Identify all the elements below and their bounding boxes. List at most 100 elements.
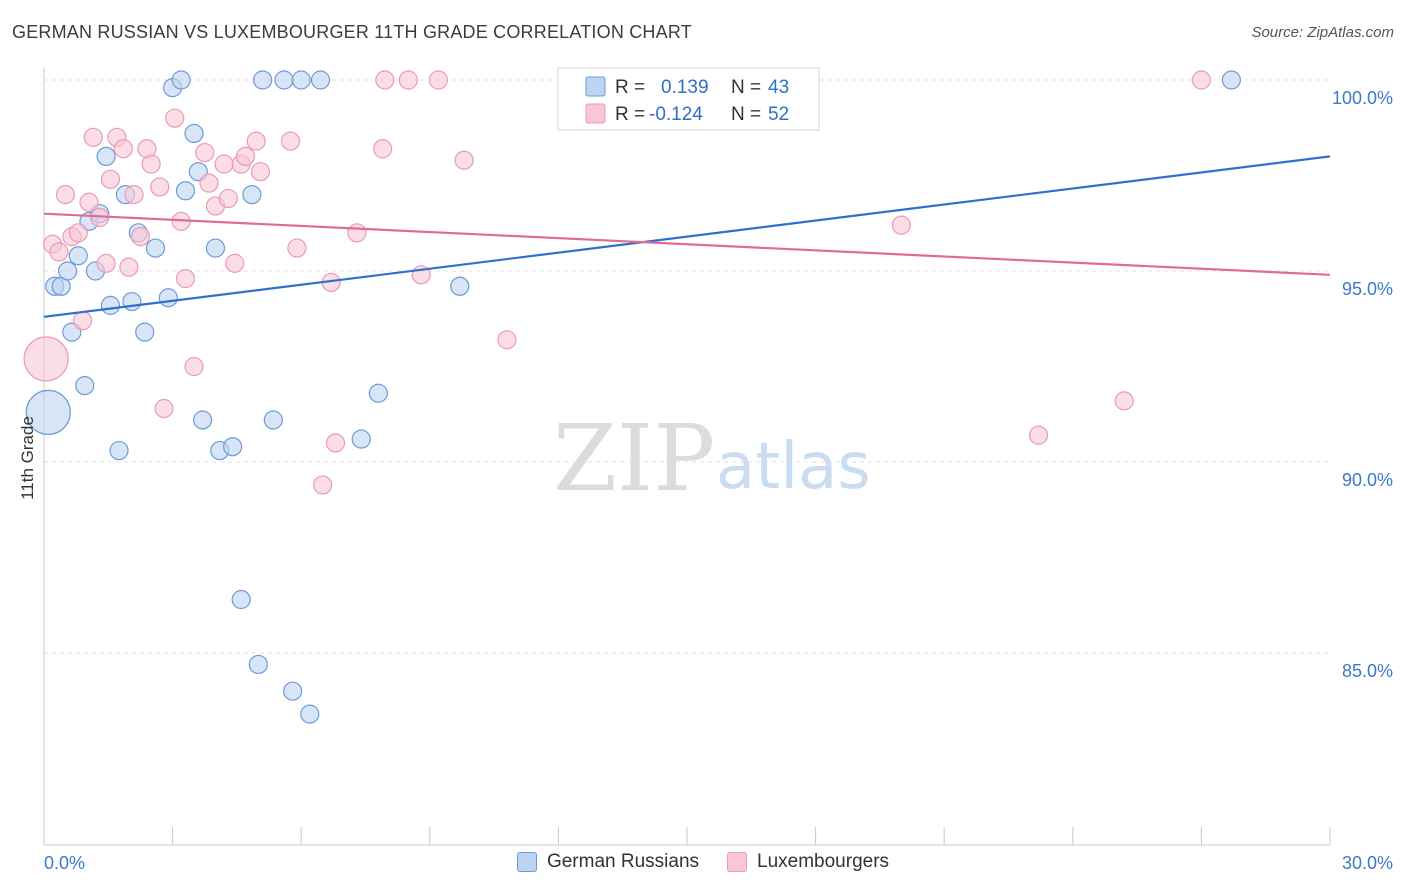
german-russians-point-42 — [1221, 70, 1242, 90]
y-axis-label: 11th Grade — [18, 416, 37, 500]
bottom-legend-label-luxembourgers: Luxembourgers — [757, 851, 890, 872]
watermark-zip: ZIP — [553, 405, 715, 512]
german-russians-point-16 — [135, 322, 155, 342]
luxembourgers-point-29 — [218, 188, 238, 209]
german-russians-point-40 — [450, 276, 470, 296]
german-russians-point-11 — [100, 295, 121, 315]
luxembourgers-point-43 — [398, 70, 418, 90]
x-tick-label-0: 0.0% — [44, 853, 85, 873]
luxembourgers-point-24 — [184, 356, 204, 377]
watermark: ZIP atlas — [553, 405, 871, 512]
german-russians-point-17 — [145, 238, 166, 258]
y-tick-label-1: 95.0% — [1342, 279, 1393, 299]
x-tick-label-1: 30.0% — [1342, 853, 1393, 873]
legend-swatch-german-russians — [585, 76, 606, 97]
luxembourgers-point-37 — [313, 475, 333, 495]
luxembourgers-point-34 — [250, 162, 271, 182]
german-russians-point-18 — [158, 288, 178, 308]
watermark-atlas: atlas — [716, 430, 871, 504]
german-russians-point-36 — [300, 704, 320, 724]
luxembourgers-point-36 — [287, 238, 307, 258]
legend-swatch-luxembourgers — [585, 103, 606, 124]
german-russians-point-34 — [283, 681, 303, 701]
luxembourgers-point-6 — [72, 311, 93, 331]
legend-n-label-1: N = — [731, 77, 761, 98]
luxembourgers-point-48 — [891, 215, 911, 235]
legend-r-value-german-russians: 0.139 — [661, 77, 709, 98]
german-russians-point-20 — [171, 70, 191, 90]
luxembourgers-point-25 — [195, 142, 215, 163]
luxembourgers-point-19 — [150, 177, 170, 197]
luxembourgers-point-28 — [214, 154, 234, 174]
legend-n-value-german-russians: 43 — [768, 77, 789, 98]
luxembourgers-point-13 — [113, 139, 133, 159]
german-russians-point-31 — [253, 70, 273, 90]
german-russians-point-32 — [263, 410, 283, 430]
luxembourgers-point-40 — [347, 223, 367, 243]
luxembourgers-point-39 — [325, 433, 346, 453]
german-russians-point-6 — [75, 376, 95, 396]
german-russians-point-30 — [248, 654, 268, 675]
german-russians-point-28 — [231, 589, 251, 610]
luxembourgers-point-49 — [1028, 425, 1049, 445]
luxembourgers-trend-line — [43, 212, 1331, 276]
luxembourgers-point-21 — [165, 108, 185, 128]
german-russians-point-0 — [25, 389, 71, 435]
bottom-legend-swatch-luxembourgers — [727, 852, 748, 872]
luxembourgers-point-45 — [428, 70, 448, 90]
luxembourgers-point-35 — [280, 131, 301, 151]
german-russians-point-21 — [175, 181, 196, 201]
source-label: Source: ZipAtlas.com — [1251, 24, 1394, 41]
data-points — [23, 70, 1242, 724]
german-russians-point-25 — [205, 238, 226, 258]
luxembourgers-point-47 — [497, 330, 517, 350]
german-russians-point-38 — [351, 429, 371, 449]
german-russians-point-29 — [242, 185, 262, 205]
luxembourgers-point-18 — [141, 154, 161, 174]
y-tick-labels: 100.0% 95.0% 90.0% 85.0% — [1332, 88, 1393, 681]
german-russians-point-3 — [57, 261, 78, 281]
legend-r-value-luxembourgers: -0.124 — [649, 104, 703, 125]
y-tick-label-0: 100.0% — [1332, 88, 1393, 108]
bottom-legend-swatch-german-russians — [516, 852, 537, 872]
german-russians-point-39 — [368, 383, 388, 403]
chart-title: GERMAN RUSSIAN VS LUXEMBOURGER 11TH GRAD… — [12, 22, 692, 42]
german-russians-point-12 — [109, 440, 129, 461]
legend-n-value-luxembourgers: 52 — [768, 104, 789, 125]
luxembourgers-point-7 — [79, 192, 99, 212]
legend-r-label-1: R = — [615, 77, 645, 98]
luxembourgers-point-51 — [1191, 70, 1212, 90]
legend-r-label-2: R = — [615, 104, 645, 125]
luxembourgers-point-46 — [454, 150, 474, 170]
y-tick-label-3: 85.0% — [1342, 661, 1393, 681]
luxembourgers-point-50 — [1114, 391, 1134, 411]
luxembourgers-point-33 — [246, 131, 266, 151]
luxembourgers-point-16 — [130, 227, 151, 247]
luxembourgers-point-14 — [119, 257, 139, 277]
german-russians-point-10 — [96, 146, 116, 166]
luxembourgers-point-23 — [175, 269, 196, 289]
luxembourgers-point-5 — [68, 223, 88, 243]
luxembourgers-point-10 — [96, 253, 116, 273]
german-russians-point-24 — [193, 410, 213, 430]
x-tick-labels: 0.0% 30.0% — [44, 853, 1393, 873]
german-russians-point-5 — [68, 246, 88, 266]
german-russians-point-27 — [223, 437, 243, 457]
luxembourgers-point-2 — [49, 242, 69, 262]
trend-lines — [43, 155, 1331, 318]
luxembourgers-point-41 — [373, 139, 393, 159]
luxembourgers-point-8 — [83, 127, 103, 147]
luxembourgers-point-0 — [23, 336, 69, 382]
luxembourgers-point-30 — [225, 253, 245, 273]
german-russians-point-37 — [310, 70, 331, 90]
legend: R = 0.139 N = 43 R = -0.124 N = 52 — [557, 67, 820, 131]
german-russians-point-22 — [184, 123, 204, 144]
legend-n-label-2: N = — [731, 104, 761, 125]
axis-ticks — [43, 827, 1331, 845]
luxembourgers-point-3 — [55, 185, 76, 205]
luxembourgers-point-32 — [235, 146, 256, 166]
bottom-legend: German Russians Luxembourgers — [0, 851, 1406, 873]
y-tick-label-2: 90.0% — [1342, 470, 1393, 490]
luxembourgers-point-26 — [199, 173, 219, 193]
